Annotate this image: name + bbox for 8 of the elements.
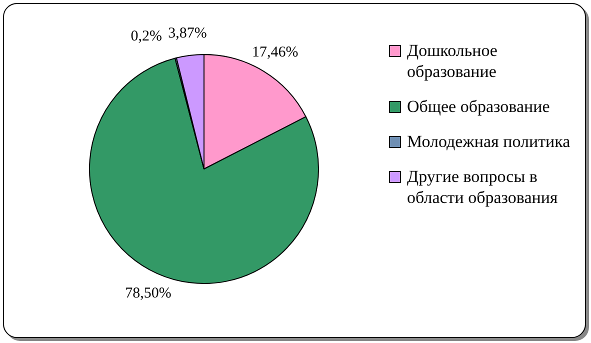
data-label: 78,50% (125, 286, 172, 302)
legend-label: Дошкольное образование (407, 40, 498, 82)
legend-label: Другие вопросы в области образования (407, 166, 559, 208)
data-label: 0,2% (130, 28, 162, 45)
data-label: 17,46% (252, 44, 298, 60)
data-label: 3,87% (168, 25, 207, 42)
legend-label: Молодежная политика (407, 131, 570, 152)
legend-label: Общее образование (407, 96, 550, 117)
